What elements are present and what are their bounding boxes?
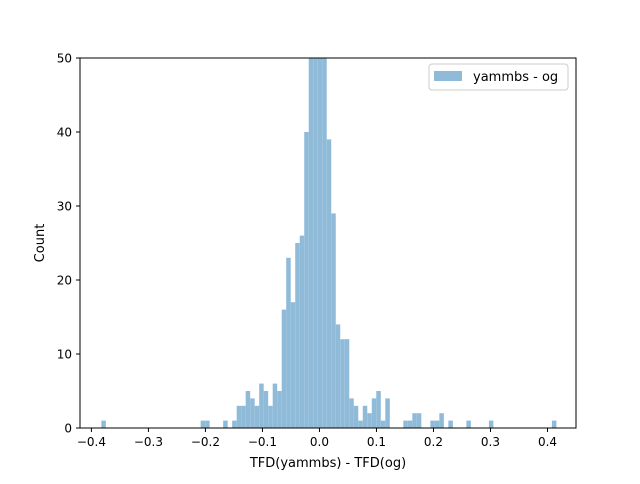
histogram-bar — [245, 391, 251, 428]
histogram-bar — [430, 420, 435, 428]
histogram-bar — [322, 58, 327, 428]
histogram-bar — [331, 213, 336, 428]
histogram-bar — [299, 235, 305, 428]
y-tick-label: 20 — [57, 274, 72, 288]
x-tick-label: 0.2 — [424, 435, 443, 449]
histogram-bar — [263, 391, 269, 428]
histogram-bar — [349, 398, 354, 428]
histogram-bar — [223, 420, 228, 428]
legend-label: yammbs - og — [473, 70, 558, 85]
histogram-bar — [277, 391, 282, 428]
y-tick-label: 50 — [57, 52, 72, 66]
histogram-bar — [367, 413, 372, 428]
y-axis: 0 10 20 30 40 50 — [57, 52, 80, 436]
histogram-bar — [380, 420, 386, 428]
histogram-bar — [466, 420, 471, 428]
histogram-bars — [101, 58, 557, 428]
histogram-bar — [200, 420, 206, 428]
histogram-bar — [376, 391, 381, 428]
histogram-bar — [340, 339, 345, 428]
x-tick-label: 0.3 — [481, 435, 500, 449]
histogram-bar — [362, 405, 368, 428]
histogram-bar — [434, 420, 440, 428]
y-tick-label: 10 — [57, 348, 72, 362]
histogram-bar — [259, 383, 264, 428]
histogram-bar — [313, 58, 318, 428]
histogram-bar — [290, 302, 296, 428]
x-tick-label: −0.4 — [77, 435, 106, 449]
histogram-bar — [439, 413, 444, 428]
histogram-bar — [416, 413, 422, 428]
y-tick-label: 30 — [57, 200, 72, 214]
legend-box — [428, 63, 569, 91]
histogram-bar — [101, 420, 106, 428]
histogram-bar — [385, 398, 390, 428]
x-tick-label: 0.1 — [367, 435, 386, 449]
histogram-bar — [353, 405, 359, 428]
histogram-bar — [403, 420, 408, 428]
histogram-bar — [272, 383, 278, 428]
histogram-bar — [286, 257, 291, 428]
x-tick-label: −0.2 — [191, 435, 220, 449]
histogram-bar — [488, 420, 494, 428]
histogram-bar — [250, 398, 255, 428]
histogram-bar — [268, 405, 273, 428]
x-axis: −0.4 −0.3 −0.2 −0.1 0.0 0.1 0.2 0.3 0.4 — [77, 428, 557, 449]
x-tick-label: −0.3 — [134, 435, 163, 449]
histogram-bar — [448, 420, 453, 428]
histogram-bar — [281, 309, 287, 428]
histogram-bar — [241, 405, 246, 428]
histogram-bar — [335, 324, 341, 428]
histogram-bar — [358, 420, 363, 428]
histogram-bar — [232, 420, 237, 428]
x-tick-label: 0.0 — [310, 435, 329, 449]
histogram-bar — [371, 398, 377, 428]
x-axis-label: TFD(yammbs) - TFD(og) — [249, 456, 406, 471]
histogram-bar — [304, 132, 309, 428]
x-tick-label: −0.1 — [248, 435, 277, 449]
histogram-bar — [317, 58, 323, 428]
histogram-bar — [308, 58, 314, 428]
x-tick-label: 0.4 — [538, 435, 557, 449]
y-tick-label: 40 — [57, 126, 72, 140]
histogram-bar — [551, 420, 557, 428]
y-axis-label: Count — [33, 224, 48, 263]
histogram-bar — [205, 420, 210, 428]
histogram-bar — [407, 420, 413, 428]
histogram-bar — [344, 339, 350, 428]
histogram-bar — [295, 243, 300, 428]
histogram-bar — [254, 405, 260, 428]
histogram-bar — [326, 139, 332, 428]
histogram-bar — [412, 413, 417, 428]
plot-frame — [79, 57, 577, 429]
y-tick-label: 0 — [64, 422, 72, 436]
histogram-bar — [236, 405, 242, 428]
legend: yammbs - og — [428, 63, 569, 91]
legend-swatch — [434, 71, 462, 81]
